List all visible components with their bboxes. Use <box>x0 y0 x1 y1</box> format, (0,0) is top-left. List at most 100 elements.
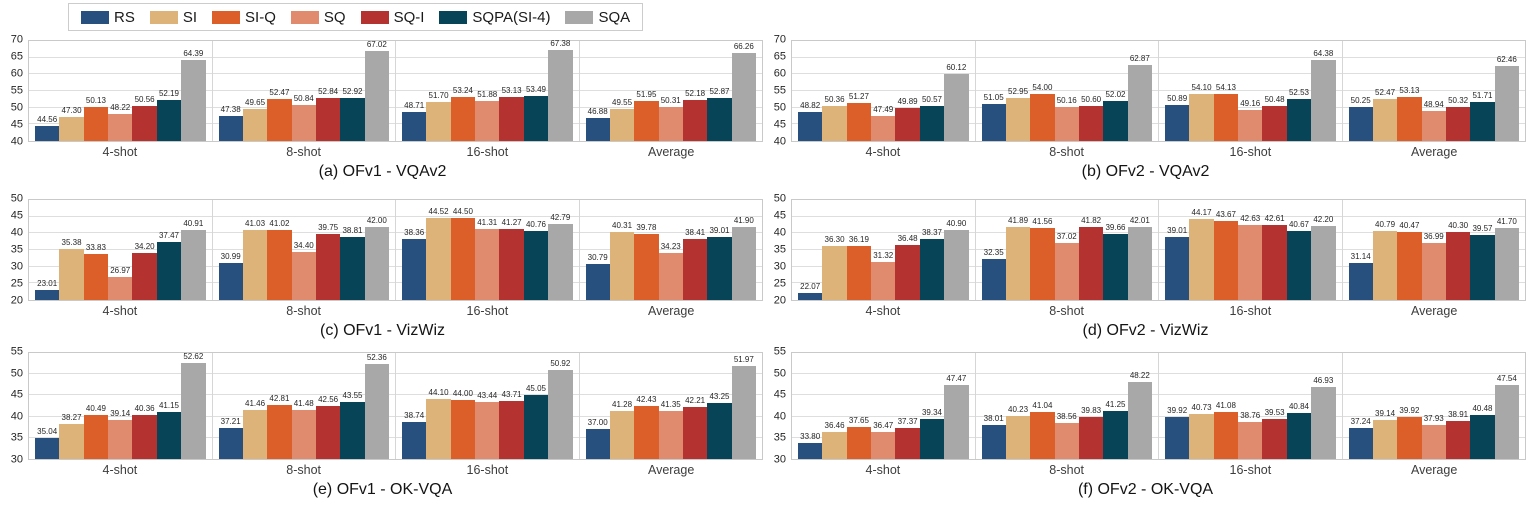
bar-si-q: 40.47 <box>1397 200 1422 300</box>
legend-entry-si: SI <box>149 9 197 26</box>
bar-value-label: 37.47 <box>158 230 179 240</box>
bar-rect <box>291 410 316 459</box>
bar-value-label: 38.27 <box>61 412 82 422</box>
y-tick-label: 35 <box>773 431 786 444</box>
bar-value-label: 41.27 <box>501 218 522 228</box>
y-tick-label: 40 <box>773 135 786 148</box>
bar-value-label: 42.01 <box>1129 215 1150 225</box>
bar-rs: 48.82 <box>798 41 823 141</box>
bar-group-4-shot: 48.82 50.36 51.27 47.49 49.89 50.57 60.12 <box>792 41 976 141</box>
bar-value-label: 53.49 <box>525 85 546 95</box>
bar-sqpa-si-4-: 40.48 <box>1470 353 1495 459</box>
bar-rect <box>871 431 896 459</box>
x-axis-labels: 4-shot 8-shot 16-shot Average <box>765 460 1526 479</box>
legend-label: SQ-I <box>393 8 425 26</box>
bar-rect <box>83 107 109 141</box>
x-tick-label-average: Average <box>1410 462 1458 477</box>
bar-rect <box>523 96 549 141</box>
y-tick-label: 55 <box>10 84 23 97</box>
bar-sqa: 41.70 <box>1494 200 1520 300</box>
bar-sqa: 41.90 <box>731 200 757 300</box>
bar-value-label: 39.53 <box>1264 407 1285 417</box>
bar-si-q: 54.00 <box>1030 41 1055 141</box>
plot-row: 20 25 30 35 40 45 50 23.01 35.38 33.83 26.97 34.20… <box>2 193 763 306</box>
bar-value-label: 44.56 <box>37 114 58 124</box>
bar-rect <box>846 246 872 300</box>
y-axis-ticks: 40 45 50 55 60 65 70 <box>2 34 28 147</box>
bar-sq: 26.97 <box>108 200 133 300</box>
bar-sq-i: 41.82 <box>1078 200 1104 300</box>
bar-rect <box>83 253 109 300</box>
bar-value-label: 40.23 <box>1008 404 1029 414</box>
bar-value-label: 39.14 <box>1375 409 1396 419</box>
bar-value-label: 42.20 <box>1313 215 1334 224</box>
legend-entry-sqpa-si-4-: SQPA(SI-4) <box>439 9 550 26</box>
y-tick-label: 30 <box>10 453 23 466</box>
bar-rect <box>291 104 316 141</box>
bar-sq: 34.40 <box>291 200 316 300</box>
chart-caption: (c) OFv1 - VizWiz <box>319 322 446 339</box>
y-tick-label: 25 <box>10 277 23 290</box>
bar-sq-i: 50.56 <box>132 41 157 141</box>
x-axis-labels: 4-shot 8-shot 16-shot Average <box>2 301 763 320</box>
bar-rs: 38.74 <box>402 353 427 459</box>
chart-ofv2-okvqa: 30 35 40 45 50 55 33.80 36.46 37.65 36.47 37.37 39… <box>763 344 1526 505</box>
legend-label: SI-Q <box>245 8 276 26</box>
bar-value-label: 44.52 <box>428 207 449 217</box>
y-tick-label: 20 <box>773 294 786 307</box>
bar-value-label: 42.56 <box>318 394 339 404</box>
bar-value-label: 36.47 <box>873 420 894 430</box>
bar-value-label: 45.05 <box>525 384 546 394</box>
bar-sq: 41.48 <box>291 353 316 459</box>
bar-sq-i: 52.84 <box>315 41 341 141</box>
legend-label: SQA <box>598 8 631 26</box>
bar-si-q: 50.13 <box>83 41 109 141</box>
y-tick-label: 40 <box>10 135 23 148</box>
bar-rs: 30.99 <box>218 200 243 300</box>
bar-rect <box>291 252 316 300</box>
bar-si-q: 39.92 <box>1397 353 1422 459</box>
bar-value-label: 52.62 <box>183 352 204 362</box>
bar-value-label: 41.28 <box>612 400 633 410</box>
bar-rect <box>1213 221 1239 300</box>
bar-rect <box>634 406 659 459</box>
bar-value-label: 44.50 <box>452 207 473 217</box>
bar-value-label: 47.38 <box>220 105 241 115</box>
chart-caption: (b) OFv2 - VQAv2 <box>1081 163 1210 180</box>
bar-rect <box>822 106 847 141</box>
bar-si: 49.55 <box>609 41 635 141</box>
bar-sqpa-si-4-: 41.15 <box>156 353 182 459</box>
bar-rect <box>548 224 573 300</box>
bar-sqpa-si-4-: 40.76 <box>523 200 549 300</box>
plot-row: 40 45 50 55 60 65 70 48.82 50.36 51.27 47.49 49.89… <box>765 34 1526 147</box>
bar-rect <box>35 289 60 300</box>
bar-value-label: 33.83 <box>85 242 106 252</box>
bar-rect <box>1213 93 1239 141</box>
bar-rs: 39.01 <box>1165 200 1190 300</box>
bar-value-label: 38.81 <box>342 226 363 236</box>
bar-value-label: 41.82 <box>1081 216 1102 226</box>
bar-rect <box>132 252 157 300</box>
x-tick-label-4-shot: 4-shot <box>102 303 138 318</box>
bar-rect <box>83 414 109 459</box>
bar-value-label: 31.14 <box>1350 251 1371 261</box>
bar-si-q: 53.13 <box>1397 41 1422 141</box>
chart-ofv1-okvqa: 30 35 40 45 50 55 35.04 38.27 40.49 39.14 40.36 41… <box>0 344 763 505</box>
bar-rect <box>1054 422 1079 459</box>
bar-value-label: 52.84 <box>318 87 339 97</box>
bar-rect <box>609 109 635 141</box>
bar-group-16-shot: 38.36 44.52 44.50 41.31 41.27 40.76 42.79 <box>396 200 580 300</box>
bar-sq: 41.35 <box>658 353 683 459</box>
bar-value-label: 50.25 <box>1350 95 1371 105</box>
bar-rect <box>1286 99 1312 141</box>
bar-rect <box>364 226 390 300</box>
bar-value-label: 50.92 <box>550 359 571 369</box>
bar-si-q: 42.81 <box>267 353 292 459</box>
bar-value-label: 50.16 <box>1056 96 1077 106</box>
bar-value-label: 49.89 <box>897 97 918 107</box>
bar-rect <box>132 105 157 141</box>
bar-value-label: 43.71 <box>501 389 522 399</box>
y-tick-label: 40 <box>773 226 786 239</box>
bar-rect <box>1470 101 1495 141</box>
